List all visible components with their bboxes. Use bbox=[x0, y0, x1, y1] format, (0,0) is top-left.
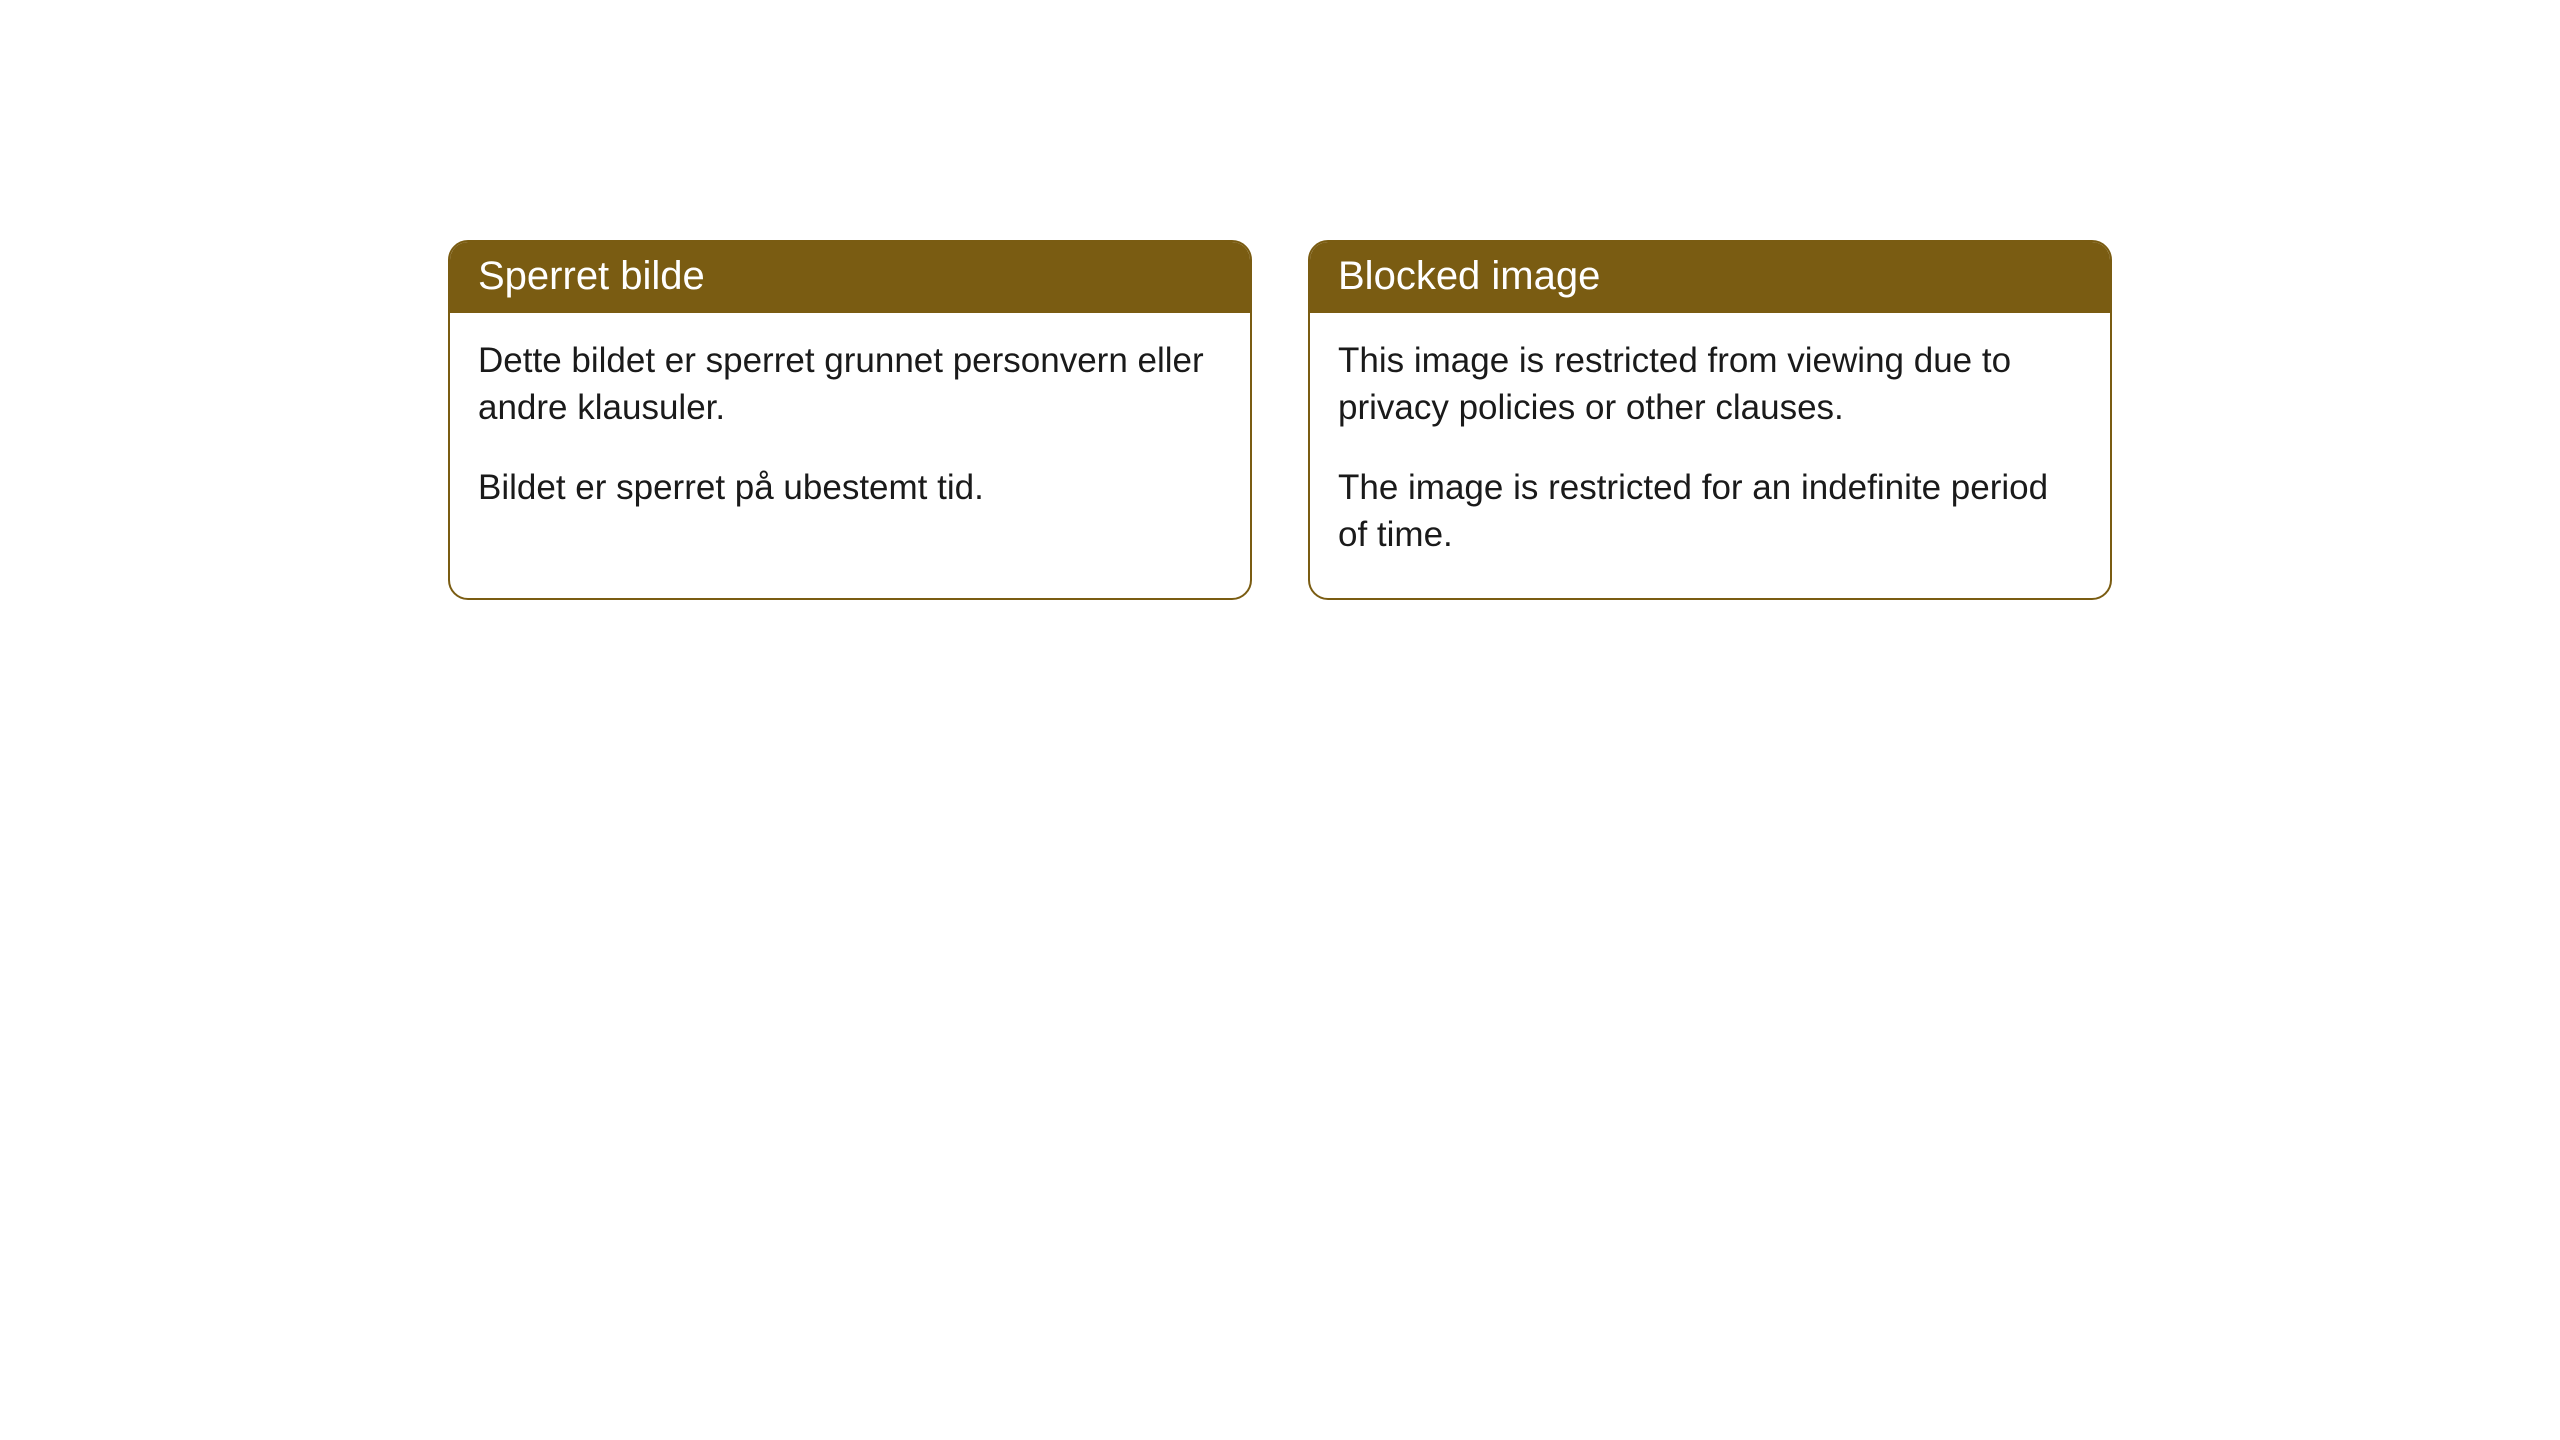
card-header: Blocked image bbox=[1310, 242, 2110, 313]
card-title: Blocked image bbox=[1338, 254, 1600, 298]
card-title: Sperret bilde bbox=[478, 254, 705, 298]
card-header: Sperret bilde bbox=[450, 242, 1250, 313]
cards-container: Sperret bilde Dette bildet er sperret gr… bbox=[0, 0, 2560, 600]
card-body: This image is restricted from viewing du… bbox=[1310, 313, 2110, 598]
blocked-image-card-norwegian: Sperret bilde Dette bildet er sperret gr… bbox=[448, 240, 1252, 600]
card-paragraph: The image is restricted for an indefinit… bbox=[1338, 464, 2082, 559]
blocked-image-card-english: Blocked image This image is restricted f… bbox=[1308, 240, 2112, 600]
card-paragraph: Bildet er sperret på ubestemt tid. bbox=[478, 464, 1222, 511]
card-paragraph: Dette bildet er sperret grunnet personve… bbox=[478, 337, 1222, 432]
card-body: Dette bildet er sperret grunnet personve… bbox=[450, 313, 1250, 551]
card-paragraph: This image is restricted from viewing du… bbox=[1338, 337, 2082, 432]
